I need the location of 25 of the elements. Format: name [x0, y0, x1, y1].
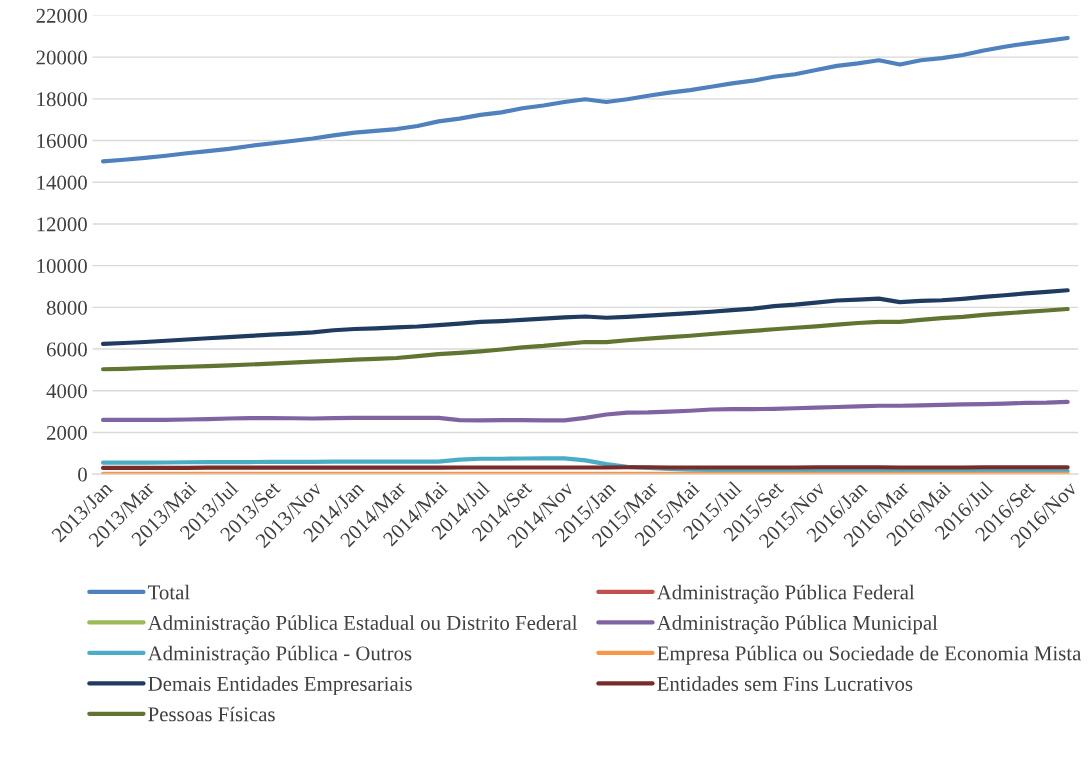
legend-label: Administração Pública Federal [656, 584, 915, 604]
legend-label: Demais Entidades Empresariais [148, 676, 412, 696]
y-tick-label: 4000 [46, 384, 87, 399]
y-tick-label: 12000 [37, 217, 87, 232]
y-tick-label: 18000 [37, 92, 87, 107]
y-tick-label: 22000 [36, 8, 87, 23]
legend-label: Administração Pública - Outros [147, 645, 412, 665]
line-series [100, 306, 1070, 372]
legend-label: Administração Pública Municipal [656, 615, 938, 635]
y-tick-label: 6000 [46, 342, 87, 357]
legend-label: Pessoas Físicas [148, 706, 275, 722]
legend-label: Empresa Pública ou Sociedade de Economia Mista [657, 645, 1082, 665]
y-tick-label: 14000 [37, 175, 87, 190]
legend-label: Administração Pública Estadual ou Distrito Federal [147, 615, 578, 635]
legend-label: Total [148, 584, 190, 600]
y-tick-label: 0 [78, 467, 87, 482]
legend-label: Entidades sem Fins Lucrativos [657, 676, 913, 691]
line-series [100, 35, 1070, 164]
line-series [100, 288, 1070, 346]
y-tick-label: 10000 [37, 259, 87, 274]
y-tick-label: 20000 [36, 50, 87, 65]
y-tick-label: 2000 [46, 425, 87, 440]
y-tick-label: 8000 [46, 300, 87, 315]
line-series [100, 399, 1070, 423]
y-tick-label: 16000 [37, 133, 87, 148]
